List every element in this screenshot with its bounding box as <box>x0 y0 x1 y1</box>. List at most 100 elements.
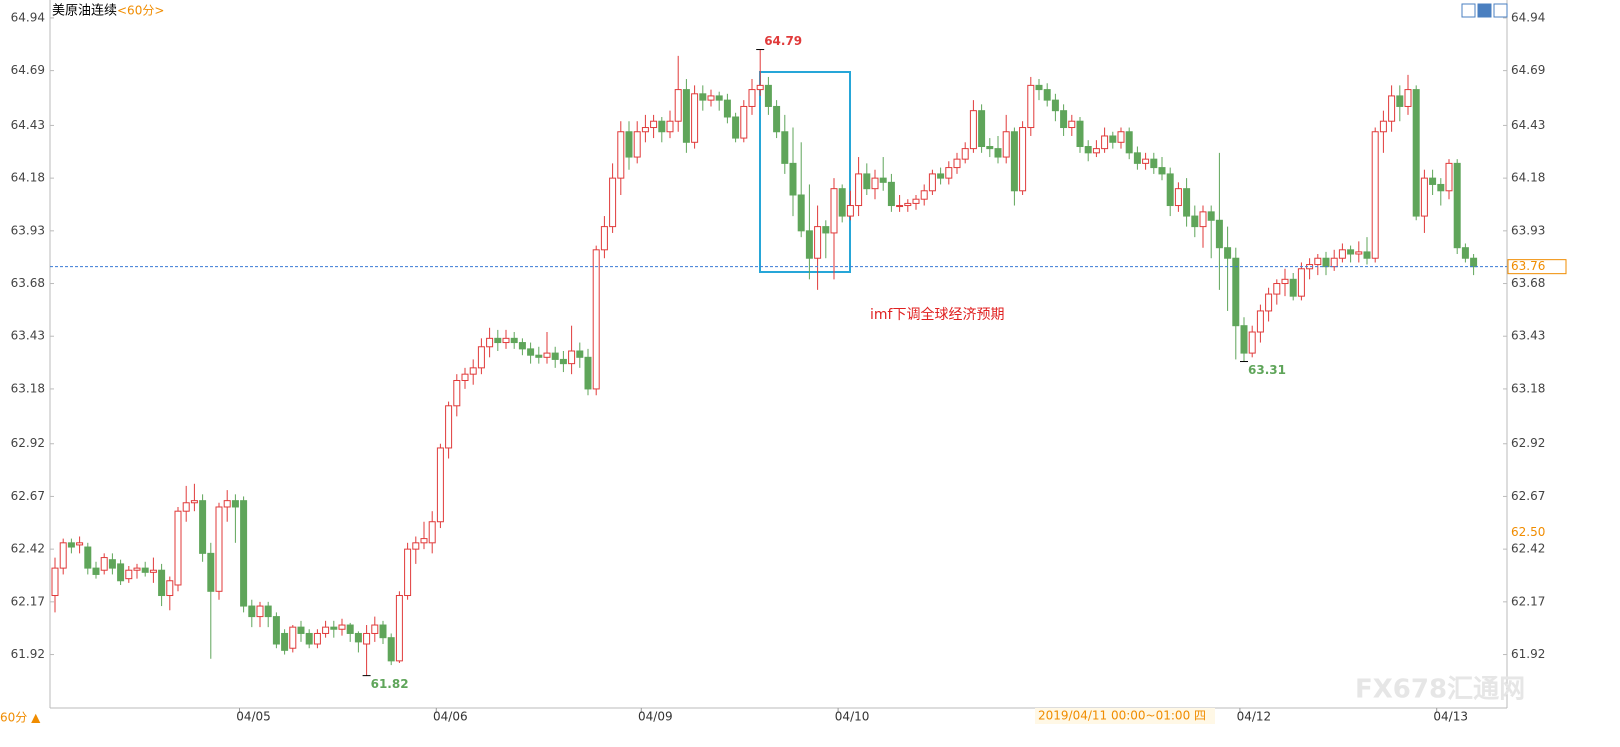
y-tick-label-right: 64.43 <box>1511 118 1545 132</box>
candle-body <box>1125 131 1133 154</box>
y-tick-label-right: 63.93 <box>1511 223 1545 237</box>
y-tick-label-right: 63.18 <box>1511 381 1545 395</box>
candle-body <box>781 131 789 164</box>
candle-body <box>1101 135 1109 150</box>
candle-body <box>879 177 887 183</box>
extreme-label: 61.82 <box>371 677 409 691</box>
crosshair-label: 2019/04/11 00:00~01:00 四 <box>1038 709 1206 723</box>
candle-body <box>281 632 289 651</box>
period: <60分> <box>117 4 164 18</box>
candle-body <box>1142 158 1150 164</box>
candle-body <box>953 158 961 169</box>
candle-body <box>461 373 469 381</box>
y-tick-label-right: 64.94 <box>1511 10 1545 24</box>
candle-body <box>1002 131 1010 158</box>
candle-body <box>182 502 190 512</box>
x-tick-label: 04/06 <box>433 710 468 724</box>
y-tick-label: 62.67 <box>11 489 45 503</box>
cursor-price-box <box>1508 525 1566 540</box>
extreme-label: 64.79 <box>764 34 802 48</box>
candle-body <box>1076 120 1084 148</box>
candle-body <box>1289 278 1297 297</box>
candle-body <box>1051 99 1059 112</box>
candle-body <box>617 131 625 179</box>
candle-body <box>789 162 797 196</box>
tool-button[interactable] <box>1477 3 1492 18</box>
candle-body <box>641 127 649 133</box>
candle-body <box>1068 120 1076 129</box>
candle-body <box>961 148 969 160</box>
candle-body <box>322 626 330 634</box>
candle-body <box>937 173 945 179</box>
toolbar[interactable] <box>1461 3 1508 18</box>
candle-body <box>297 626 305 634</box>
candle-body <box>559 358 567 365</box>
candle-body <box>379 624 387 639</box>
candle-body <box>174 510 182 586</box>
candle-body <box>535 354 543 358</box>
candle-body <box>994 148 1002 158</box>
candle-body <box>928 173 936 192</box>
candle-body <box>453 379 461 407</box>
y-tick-label: 63.68 <box>11 276 45 290</box>
candle-body <box>289 626 297 649</box>
candle-body <box>1027 84 1035 129</box>
candle-body <box>305 632 313 645</box>
candle-body <box>740 105 748 139</box>
tool-button[interactable] <box>1461 3 1476 18</box>
candle-body <box>904 202 912 207</box>
candle-body <box>404 548 412 597</box>
candle-body <box>1010 131 1018 192</box>
candle-body <box>756 84 764 91</box>
candle-body <box>1461 247 1469 259</box>
candle-body <box>1445 162 1453 192</box>
candle-body <box>1092 148 1100 154</box>
candle-body <box>978 110 986 148</box>
candle-body <box>84 546 92 569</box>
candle-body <box>527 348 535 356</box>
candle-body <box>699 93 707 101</box>
candle-body <box>1297 268 1305 297</box>
candle-body <box>264 605 272 618</box>
candle-body <box>1084 146 1092 154</box>
candle-body <box>158 569 166 597</box>
candle-body <box>1314 257 1322 266</box>
candle-body <box>92 567 100 575</box>
candle-body <box>354 632 362 643</box>
candle-body <box>256 605 264 618</box>
candle-body <box>797 194 805 232</box>
candle-body <box>920 190 928 200</box>
candle-body <box>51 567 59 597</box>
candle-body <box>1158 167 1166 175</box>
candle-body <box>1019 127 1027 192</box>
candle-body <box>387 637 395 662</box>
candle-body <box>896 205 904 208</box>
candle-body <box>346 624 354 634</box>
y-tick-label: 62.92 <box>11 436 45 450</box>
y-tick-label-right: 62.17 <box>1511 594 1545 608</box>
candle-body <box>1248 331 1256 354</box>
last-price-box <box>1507 259 1567 275</box>
y-tick-label-right: 63.68 <box>1511 276 1545 290</box>
candle-body <box>568 350 576 365</box>
candle-body <box>469 367 477 375</box>
y-tick-label-right: 64.18 <box>1511 171 1545 185</box>
candle-body <box>149 569 157 573</box>
candle-body <box>100 557 108 571</box>
candle-body <box>691 93 699 143</box>
candle-body <box>1388 95 1396 122</box>
candle-body <box>1355 251 1363 255</box>
x-tick-label: 04/13 <box>1433 710 1468 724</box>
candle-body <box>371 624 379 634</box>
y-tick-label-right: 62.42 <box>1511 542 1545 556</box>
candle-body <box>502 337 510 344</box>
tool-button[interactable] <box>1493 3 1508 18</box>
candle-body <box>1437 183 1445 192</box>
candle-body <box>518 342 526 350</box>
candle-body <box>863 173 871 190</box>
candle-body <box>822 226 830 234</box>
candle-body <box>715 95 723 101</box>
candle-body <box>510 337 518 344</box>
candle-body <box>76 542 84 546</box>
